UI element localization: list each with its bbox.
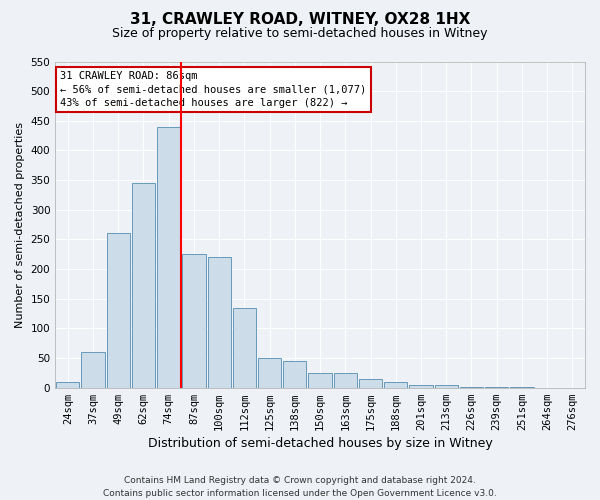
Text: 31 CRAWLEY ROAD: 86sqm
← 56% of semi-detached houses are smaller (1,077)
43% of : 31 CRAWLEY ROAD: 86sqm ← 56% of semi-det… <box>61 72 367 108</box>
Bar <box>208 257 231 388</box>
Bar <box>334 373 357 388</box>
Bar <box>359 379 382 388</box>
Y-axis label: Number of semi-detached properties: Number of semi-detached properties <box>15 122 25 328</box>
Bar <box>233 308 256 388</box>
Bar <box>157 126 181 388</box>
Bar <box>283 361 307 388</box>
Bar <box>409 384 433 388</box>
Text: Size of property relative to semi-detached houses in Witney: Size of property relative to semi-detach… <box>112 28 488 40</box>
Bar <box>434 384 458 388</box>
Bar <box>182 254 206 388</box>
Bar <box>258 358 281 388</box>
Text: 31, CRAWLEY ROAD, WITNEY, OX28 1HX: 31, CRAWLEY ROAD, WITNEY, OX28 1HX <box>130 12 470 28</box>
Bar <box>308 373 332 388</box>
Bar <box>82 352 104 388</box>
Text: Contains HM Land Registry data © Crown copyright and database right 2024.
Contai: Contains HM Land Registry data © Crown c… <box>103 476 497 498</box>
Bar <box>56 382 79 388</box>
Bar <box>485 387 508 388</box>
Bar <box>132 183 155 388</box>
Bar <box>384 382 407 388</box>
X-axis label: Distribution of semi-detached houses by size in Witney: Distribution of semi-detached houses by … <box>148 437 493 450</box>
Bar <box>511 387 533 388</box>
Bar <box>460 386 483 388</box>
Bar <box>107 234 130 388</box>
